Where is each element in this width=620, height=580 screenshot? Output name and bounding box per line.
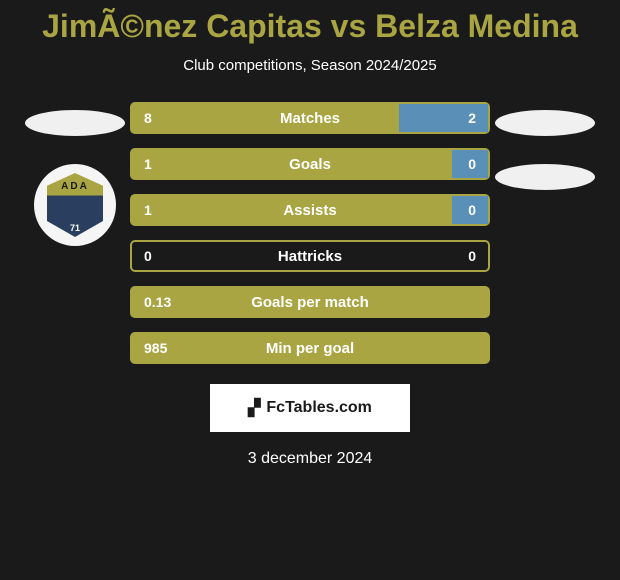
stat-row: 985 Min per goal: [130, 332, 490, 364]
page-title: JimÃ©nez Capitas vs Belza Medina: [42, 8, 578, 45]
crest-shield-icon: ADA 71: [47, 173, 103, 237]
crest-number: 71: [70, 223, 80, 233]
stat-row: 8 Matches 2: [130, 102, 490, 134]
stat-left-value: 0.13: [144, 294, 171, 310]
stat-label: Hattricks: [278, 248, 342, 265]
stat-right-value: 2: [468, 110, 476, 126]
stat-row: 0 Hattricks 0: [130, 240, 490, 272]
player2-badge: [495, 110, 595, 136]
stat-row: 0.13 Goals per match: [130, 286, 490, 318]
stat-label: Assists: [283, 202, 336, 219]
branding-box: ▞ FcTables.com: [210, 384, 410, 432]
stat-left-value: 8: [144, 110, 152, 126]
stat-right-value: 0: [468, 156, 476, 172]
stat-label: Goals per match: [251, 294, 369, 311]
team-crest-player2: [495, 164, 595, 190]
team-crest-player1: ADA 71: [34, 164, 116, 246]
stat-row: 1 Assists 0: [130, 194, 490, 226]
stat-right-value: 0: [468, 248, 476, 264]
crest-top-text: ADA: [61, 181, 89, 192]
stat-left-value: 0: [144, 248, 152, 264]
comparison-container: JimÃ©nez Capitas vs Belza Medina Club co…: [0, 0, 620, 580]
stat-label: Matches: [280, 110, 340, 127]
stat-left-value: 1: [144, 156, 152, 172]
date-text: 3 december 2024: [248, 450, 373, 468]
stat-right-value: 0: [468, 202, 476, 218]
stat-label: Min per goal: [266, 340, 354, 357]
stat-left-value: 1: [144, 202, 152, 218]
left-column: ADA 71: [20, 102, 130, 246]
stat-bar-left: [132, 104, 399, 132]
page-subtitle: Club competitions, Season 2024/2025: [183, 57, 437, 74]
stat-left-value: 985: [144, 340, 167, 356]
stat-row: 1 Goals 0: [130, 148, 490, 180]
player1-badge: [25, 110, 125, 136]
stat-label: Goals: [289, 156, 331, 173]
chart-icon: ▞: [248, 398, 260, 418]
main-content: ADA 71 8 Matches 2 1 Goals 0 1 Assists 0 0 Hattric…: [0, 102, 620, 364]
stats-column: 8 Matches 2 1 Goals 0 1 Assists 0 0 Hattricks 0 0.13…: [130, 102, 490, 364]
branding-text: FcTables.com: [266, 399, 372, 417]
right-column: [490, 102, 600, 190]
